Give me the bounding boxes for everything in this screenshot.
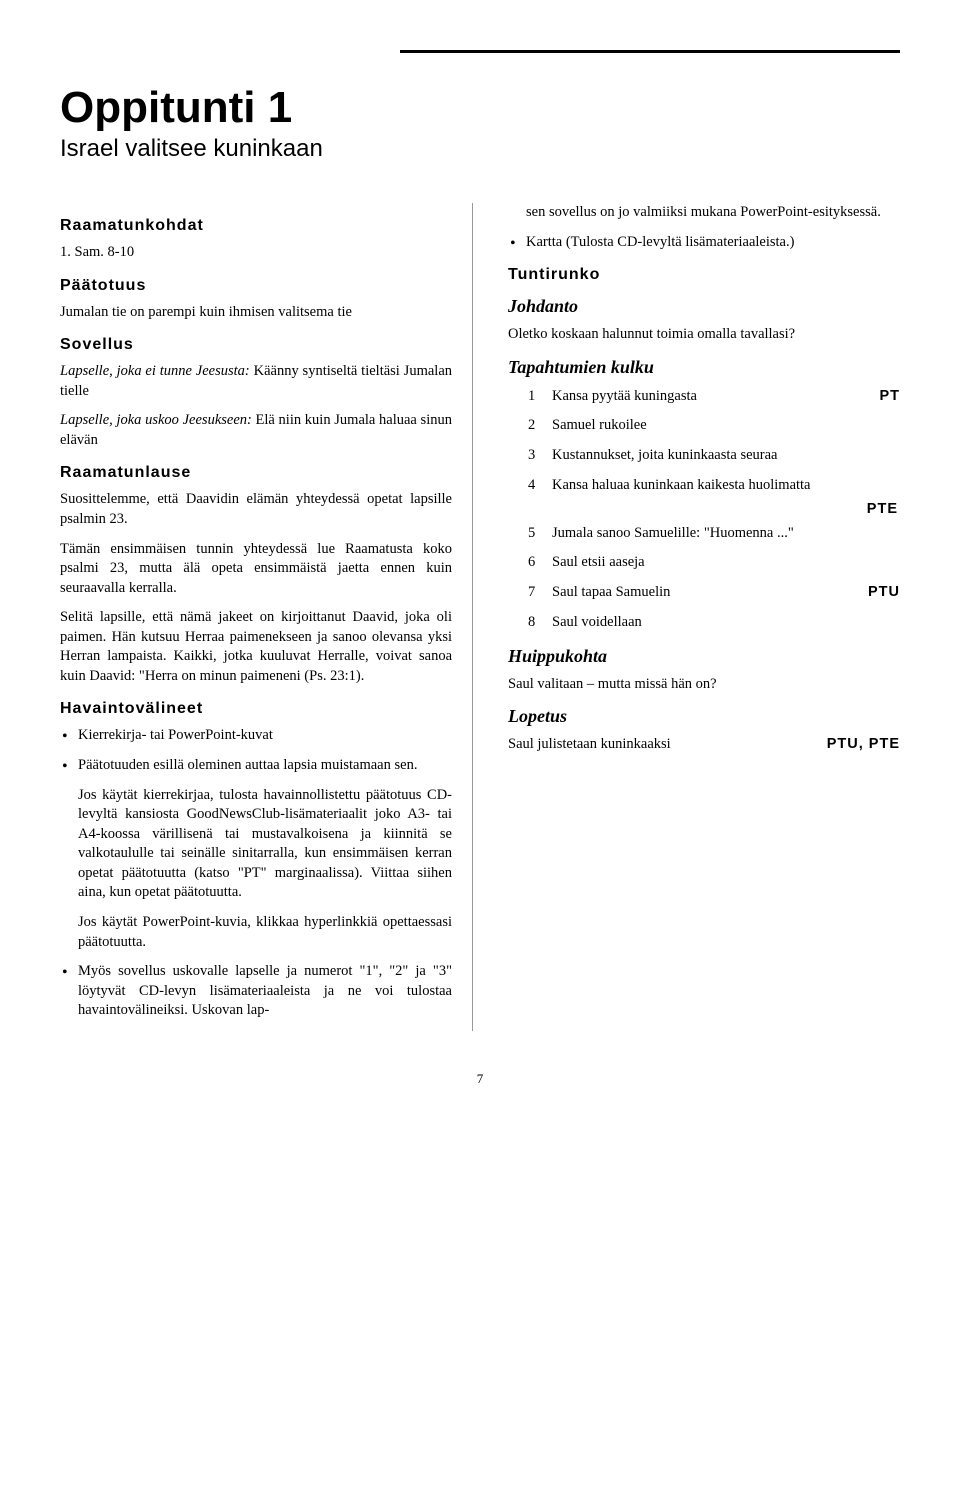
- kartta-list: Kartta (Tulosta CD-levyltä lisämateriaal…: [508, 233, 900, 253]
- runko-item-3: 3 Kustannukset, joita kuninkaasta seuraa: [528, 445, 900, 467]
- runko-text: Kansa haluaa kuninkaan kaikesta huolimat…: [552, 475, 900, 497]
- lesson-title: Oppitunti 1: [60, 83, 900, 133]
- tapahtumien-head: Tapahtumien kulku: [508, 357, 900, 378]
- sovellus-p1-label: Lapselle, joka ei tunne Jeesusta:: [60, 363, 250, 379]
- raamatunlause-p1: Suosittelemme, että Daavidin elämän yhte…: [60, 490, 452, 529]
- runko-text: Saul etsii aaseja: [552, 552, 900, 574]
- runko-item-5: 5 Jumala sanoo Samuelille: "Huomenna ...…: [528, 523, 900, 545]
- runko-num: 2: [528, 415, 552, 437]
- huippu-text: Saul valitaan – mutta missä hän on?: [508, 675, 900, 695]
- havainto-item-3: Myös sovellus uskovalle lapselle ja nume…: [60, 962, 452, 1021]
- columns: Raamatunkohdat 1. Sam. 8-10 Päätotuus Ju…: [60, 203, 900, 1031]
- johdanto-head: Johdanto: [508, 296, 900, 317]
- section-havainto: Havaintovälineet: [60, 700, 452, 718]
- raamatunkohdat-text: 1. Sam. 8-10: [60, 243, 452, 263]
- sovellus-p2: Lapselle, joka uskoo Jeesukseen: Elä nii…: [60, 411, 452, 450]
- raamatunlause-p3: Selitä lapsille, että nämä jakeet on kir…: [60, 608, 452, 686]
- section-tuntirunko: Tuntirunko: [508, 266, 900, 284]
- runko-num: 3: [528, 445, 552, 467]
- runko-item-8: 8 Saul voidellaan: [528, 612, 900, 634]
- runko-text: Saul voidellaan: [552, 612, 900, 634]
- section-paatotuus: Päätotuus: [60, 277, 452, 295]
- havainto-item-1: Kierrekirja- tai PowerPoint-kuvat: [60, 726, 452, 746]
- lopetus-tag: PTU, PTE: [827, 735, 900, 755]
- runko-num: 6: [528, 552, 552, 574]
- section-raamatunlause: Raamatunlause: [60, 464, 452, 482]
- runko-tag: PTU: [868, 582, 900, 604]
- top-rule: [400, 50, 900, 53]
- raamatunlause-p2: Tämän ensimmäisen tunnin yhteydessä lue …: [60, 540, 452, 599]
- runko-item-2: 2 Samuel rukoilee: [528, 415, 900, 437]
- runko-list-1: 1 Kansa pyytää kuningasta PT 2 Samuel ru…: [508, 386, 900, 497]
- sovellus-p1: Lapselle, joka ei tunne Jeesusta: Käänny…: [60, 362, 452, 401]
- runko-num: 5: [528, 523, 552, 545]
- paatotuus-text: Jumalan tie on parempi kuin ihmisen vali…: [60, 303, 452, 323]
- page-number: 7: [60, 1071, 900, 1087]
- runko-item-6: 6 Saul etsii aaseja: [528, 552, 900, 574]
- runko-tag: PT: [879, 386, 900, 408]
- sovellus-p2-label: Lapselle, joka uskoo Jeesukseen:: [60, 412, 252, 428]
- runko-text: Kustannukset, joita kuninkaasta seuraa: [552, 445, 900, 467]
- runko-num: 1: [528, 386, 552, 408]
- kartta-item: Kartta (Tulosta CD-levyltä lisämateriaal…: [508, 233, 900, 253]
- section-sovellus: Sovellus: [60, 336, 452, 354]
- lesson-subtitle: Israel valitsee kuninkaan: [60, 135, 900, 163]
- runko-text: Jumala sanoo Samuelille: "Huomenna ...": [552, 523, 900, 545]
- havainto-list-2: Myös sovellus uskovalle lapselle ja nume…: [60, 962, 452, 1021]
- havainto-sub-1: Jos käytät kierrekirjaa, tulosta havainn…: [60, 786, 452, 903]
- huippu-head: Huippukohta: [508, 646, 900, 667]
- runko-num: 8: [528, 612, 552, 634]
- runko-item-4: 4 Kansa haluaa kuninkaan kaikesta huolim…: [528, 475, 900, 497]
- runko-text: Saul tapaa Samuelin: [552, 582, 858, 604]
- lopetus-text: Saul julistetaan kuninkaaksi: [508, 735, 817, 755]
- runko-num: 7: [528, 582, 552, 604]
- runko-item-1: 1 Kansa pyytää kuningasta PT: [528, 386, 900, 408]
- item4-tag: PTE: [508, 501, 900, 517]
- lopetus-row: Saul julistetaan kuninkaaksi PTU, PTE: [508, 735, 900, 755]
- havainto-item-2: Päätotuuden esillä oleminen auttaa lapsi…: [60, 756, 452, 776]
- runko-text: Kansa pyytää kuningasta: [552, 386, 869, 408]
- runko-list-2: 5 Jumala sanoo Samuelille: "Huomenna ...…: [508, 523, 900, 634]
- left-column: Raamatunkohdat 1. Sam. 8-10 Päätotuus Ju…: [60, 203, 473, 1031]
- havainto-sub-2: Jos käytät PowerPoint-kuvia, klikkaa hyp…: [60, 913, 452, 952]
- lopetus-head: Lopetus: [508, 706, 900, 727]
- right-column: sen sovellus on jo valmiiksi mukana Powe…: [503, 203, 900, 1031]
- runko-num: 4: [528, 475, 552, 497]
- cont-text: sen sovellus on jo valmiiksi mukana Powe…: [508, 203, 900, 223]
- havainto-list: Kierrekirja- tai PowerPoint-kuvat Päätot…: [60, 726, 452, 775]
- johdanto-text: Oletko koskaan halunnut toimia omalla ta…: [508, 325, 900, 345]
- section-raamatunkohdat: Raamatunkohdat: [60, 217, 452, 235]
- runko-text: Samuel rukoilee: [552, 415, 900, 437]
- runko-item-7: 7 Saul tapaa Samuelin PTU: [528, 582, 900, 604]
